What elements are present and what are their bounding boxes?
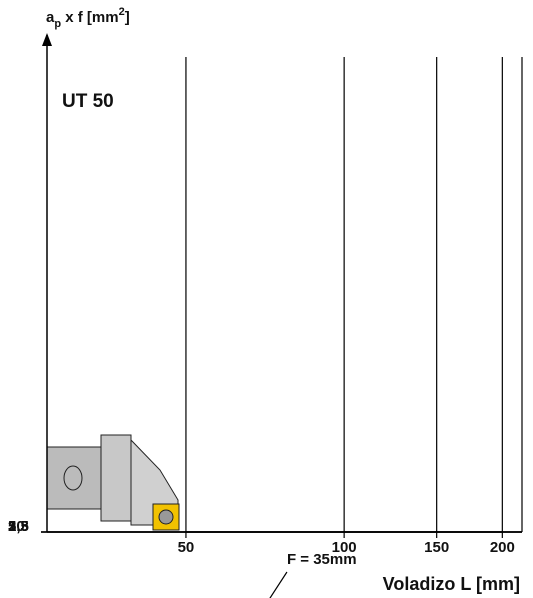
x-tick-label: 150 bbox=[424, 539, 449, 556]
y-axis-label-part: x f [mm bbox=[61, 9, 119, 26]
y-tick-label: 3,3 bbox=[8, 518, 29, 535]
legend-leader bbox=[269, 571, 288, 598]
y-tick-label: 10 bbox=[8, 518, 25, 535]
annotation: UT 50 bbox=[62, 91, 114, 112]
y-axis-arrow bbox=[42, 33, 52, 46]
y-axis-label-part: ] bbox=[125, 9, 130, 26]
y-axis-label: ap x f [mm2] bbox=[46, 6, 130, 30]
y-axis-label-part: p bbox=[54, 18, 61, 30]
y-tick-label: 2,5 bbox=[8, 518, 29, 535]
y-tick-label: 5 bbox=[8, 518, 16, 535]
legend-label: F = 35mm bbox=[287, 551, 357, 568]
y-axis-label-part: a bbox=[46, 9, 55, 26]
x-tick-label: 50 bbox=[178, 539, 195, 556]
x-tick-label: 100 bbox=[332, 539, 357, 556]
y-axis-label-part: 2 bbox=[119, 6, 125, 18]
tool-icon bbox=[46, 434, 180, 531]
x-axis-label: Voladizo L [mm] bbox=[383, 574, 520, 594]
x-tick-label: 200 bbox=[490, 539, 515, 556]
